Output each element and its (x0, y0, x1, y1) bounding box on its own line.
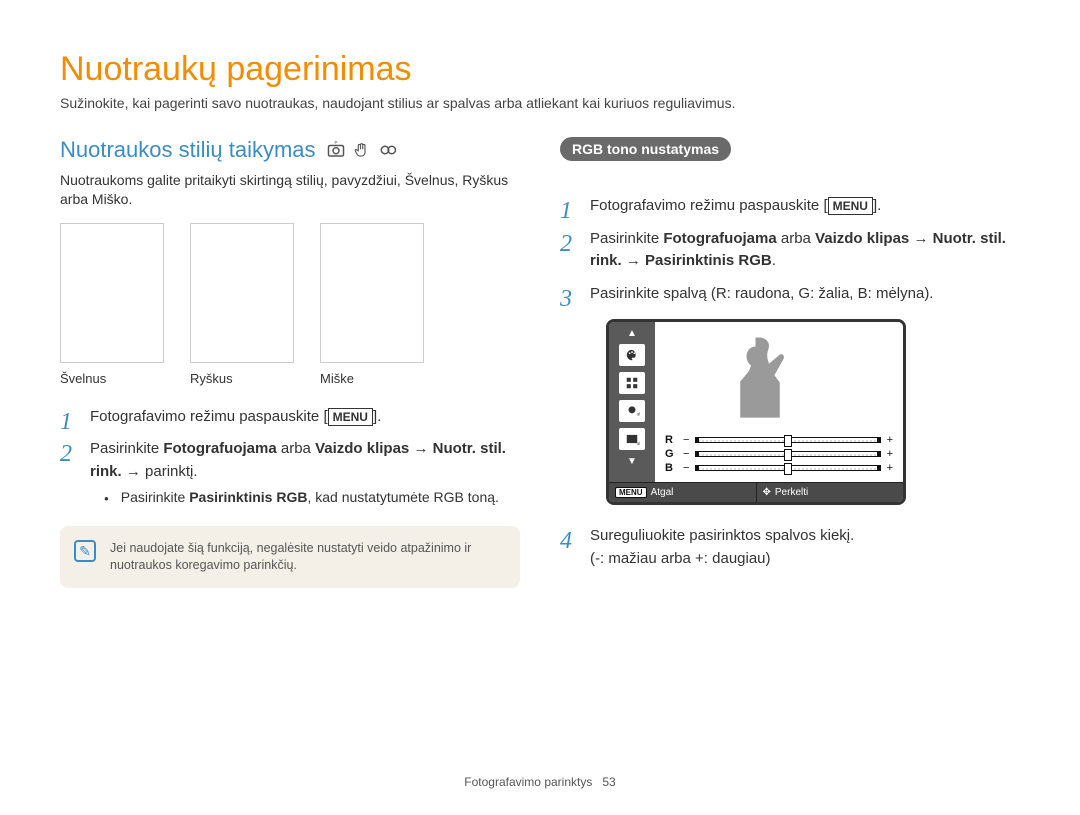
plus-icon: + (887, 448, 893, 460)
left-step-2: Pasirinkite Fotografuojama arba Vaizdo k… (60, 438, 520, 508)
rgb-b-label: B (665, 462, 677, 474)
ls2b: Fotografuojama (163, 440, 276, 457)
rgb-b-bar (695, 465, 880, 471)
video-icon (378, 140, 398, 160)
rs1b: ]. (873, 197, 881, 214)
lcd-preview: ▲ off off ▼ (606, 319, 906, 505)
left-step1-b: ]. (373, 408, 381, 425)
lcd-sidebar: ▲ off off ▼ (609, 322, 655, 482)
svg-text:P: P (334, 141, 337, 145)
style-thumbnails: Švelnus Ryškus Miške (60, 223, 520, 386)
lcd-down-icon: ▼ (619, 456, 645, 466)
note-text: Jei naudojate šią funkciją, negalėsite n… (110, 541, 471, 572)
left-steps: Fotografavimo režimu paspauskite [MENU].… (60, 406, 520, 509)
thumb-vivid (190, 223, 294, 363)
lcd-face-icon: off (619, 400, 645, 422)
subb: Pasirinktinis RGB (189, 489, 307, 505)
plus-icon: + (887, 434, 893, 446)
mode-icons: P (326, 140, 398, 160)
right-steps-cont: Sureguliuokite pasirinktos spalvos kiekį… (560, 525, 1020, 570)
lcd-footer-move: ✥ Perkelti (756, 483, 904, 502)
ls2d: Vaizdo klipas (315, 440, 409, 457)
rs2g: → (622, 252, 645, 269)
note-box: ✎ Jei naudojate šią funkciją, negalėsite… (60, 526, 520, 588)
rs2b: Fotografuojama (663, 230, 776, 247)
menu-button-icon: MENU (328, 408, 373, 426)
svg-text:off: off (637, 441, 640, 446)
rgb-pill: RGB tono nustatymas (560, 137, 731, 161)
ls2a: Pasirinkite (90, 440, 163, 457)
thumb-soft-label: Švelnus (60, 371, 164, 386)
left-step-1: Fotografavimo režimu paspauskite [MENU]. (60, 406, 520, 429)
rgb-r-label: R (665, 434, 677, 446)
rs2e: → (909, 230, 932, 247)
thumb-vivid-label: Ryškus (190, 371, 294, 386)
ls2e: → (409, 440, 432, 457)
thumb-soft (60, 223, 164, 363)
note-icon: ✎ (74, 540, 96, 562)
lcd-footer-back: MENU Atgal (609, 483, 756, 502)
section-heading-styles: Nuotraukos stilių taikymas P (60, 137, 520, 163)
menu-button-icon: MENU (828, 197, 873, 215)
camera-p-icon: P (326, 140, 346, 160)
intro-text: Sužinokite, kai pagerinti savo nuotrauka… (60, 95, 1020, 111)
rs2a: Pasirinkite (590, 230, 663, 247)
right-step-3: Pasirinkite spalvą (R: raudona, G: žalia… (560, 283, 1020, 306)
rgb-sliders: R−+ G−+ B−+ (665, 434, 893, 476)
right-step-1: Fotografavimo režimu paspauskite [MENU]. (560, 195, 1020, 218)
lcd-grid-icon (619, 372, 645, 394)
lcd-up-icon: ▲ (619, 328, 645, 338)
right-step-4: Sureguliuokite pasirinktos spalvos kiekį… (560, 525, 1020, 570)
menu-button-icon: MENU (615, 487, 647, 498)
footer-page-number: 53 (602, 775, 615, 789)
lcd-back-label: Atgal (651, 487, 674, 498)
rs4b: (-: mažiau arba +: daugiau) (590, 550, 771, 567)
rs1a: Fotografavimo režimu paspauskite [ (590, 197, 828, 214)
minus-icon: − (683, 448, 689, 460)
rgb-g-label: G (665, 448, 677, 460)
rgb-g-bar (695, 451, 880, 457)
left-step2-sub: Pasirinkite Pasirinktinis RGB, kad nusta… (104, 487, 520, 508)
rs2i: . (772, 252, 776, 269)
footer-section: Fotografavimo parinktys (464, 775, 592, 789)
lcd-adjust-icon: off (619, 428, 645, 450)
page-title: Nuotraukų pagerinimas (60, 50, 1020, 89)
styles-desc: Nuotraukoms galite pritaikyti skirtingą … (60, 171, 520, 209)
silhouette-icon (715, 332, 805, 424)
lcd-palette-icon (619, 344, 645, 366)
ls2g: → parinktį. (122, 463, 198, 480)
plus-icon: + (887, 462, 893, 474)
thumb-forest-label: Miške (320, 371, 424, 386)
ls2c: arba (277, 440, 315, 457)
svg-text:off: off (637, 412, 640, 417)
rs2c: arba (777, 230, 815, 247)
rs2h: Pasirinktinis RGB (645, 252, 772, 269)
section-heading-text: Nuotraukos stilių taikymas (60, 137, 316, 163)
subc: , kad nustatytumėte RGB toną. (307, 489, 498, 505)
hand-icon (352, 140, 372, 160)
rs4a: Sureguliuokite pasirinktos spalvos kiekį… (590, 527, 854, 544)
nav-icon: ✥ (763, 487, 771, 498)
suba: Pasirinkite (121, 489, 189, 505)
page-footer: Fotografavimo parinktys 53 (0, 775, 1080, 789)
rs2d: Vaizdo klipas (815, 230, 909, 247)
right-steps: Fotografavimo režimu paspauskite [MENU].… (560, 195, 1020, 305)
rgb-r-bar (695, 437, 880, 443)
minus-icon: − (683, 462, 689, 474)
minus-icon: − (683, 434, 689, 446)
lcd-move-label: Perkelti (775, 487, 808, 498)
right-step-2: Pasirinkite Fotografuojama arba Vaizdo k… (560, 228, 1020, 273)
thumb-forest (320, 223, 424, 363)
left-step1-a: Fotografavimo režimu paspauskite [ (90, 408, 328, 425)
